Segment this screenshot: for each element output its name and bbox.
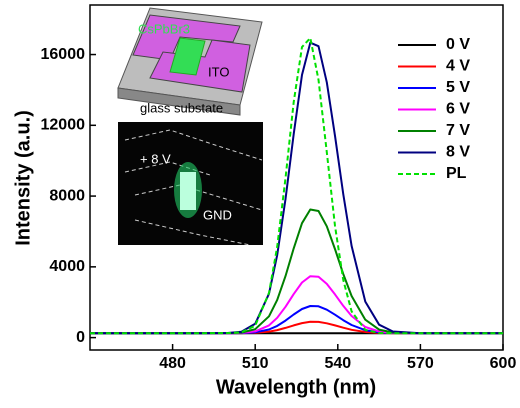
y-tick-label: 4000 bbox=[49, 258, 85, 275]
perovskite bbox=[169, 37, 206, 76]
substrate-side bbox=[117, 87, 241, 116]
series-line bbox=[90, 320, 503, 335]
annotation: ITO bbox=[208, 64, 229, 79]
y-tick-label: 8000 bbox=[49, 187, 85, 204]
x-tick-label: 510 bbox=[242, 355, 269, 372]
emission bbox=[180, 172, 196, 210]
electrode-outline bbox=[124, 161, 211, 176]
device-schematic: CsPbBr3 ITO glass substate bbox=[117, 7, 263, 116]
y-tick-label: 16000 bbox=[41, 46, 86, 63]
series-line bbox=[90, 37, 503, 335]
x-tick-label: 600 bbox=[490, 355, 517, 372]
electrode-outline bbox=[134, 184, 263, 211]
device-photo: + 8 V GND bbox=[118, 122, 263, 246]
annotation: GND bbox=[203, 207, 232, 222]
plot-frame bbox=[89, 4, 504, 351]
y-tick-label: 12000 bbox=[41, 117, 86, 134]
legend-label: 7 V bbox=[446, 122, 470, 139]
legend-label: 4 V bbox=[446, 58, 470, 75]
electrode bbox=[149, 39, 251, 93]
y-tick-label: 0 bbox=[76, 329, 85, 346]
series-line bbox=[90, 305, 503, 335]
legend-label: 5 V bbox=[446, 79, 470, 96]
y-axis-label: Intensity (a.u.) bbox=[12, 110, 34, 246]
legend-label: PL bbox=[446, 165, 467, 182]
x-tick-label: 570 bbox=[407, 355, 434, 372]
electrode-outline bbox=[134, 219, 251, 246]
legend-label: 8 V bbox=[446, 144, 470, 161]
legend-label: 0 V bbox=[446, 36, 470, 53]
annotation: + 8 V bbox=[140, 151, 171, 166]
x-tick-label: 480 bbox=[159, 355, 186, 372]
x-tick-label: 540 bbox=[324, 355, 351, 372]
x-axis-label: Wavelength (nm) bbox=[216, 376, 376, 398]
electrode-outline bbox=[124, 129, 263, 161]
annotation: CsPbBr3 bbox=[138, 21, 190, 36]
legend-label: 6 V bbox=[446, 101, 470, 118]
annotation: glass substate bbox=[140, 100, 223, 115]
